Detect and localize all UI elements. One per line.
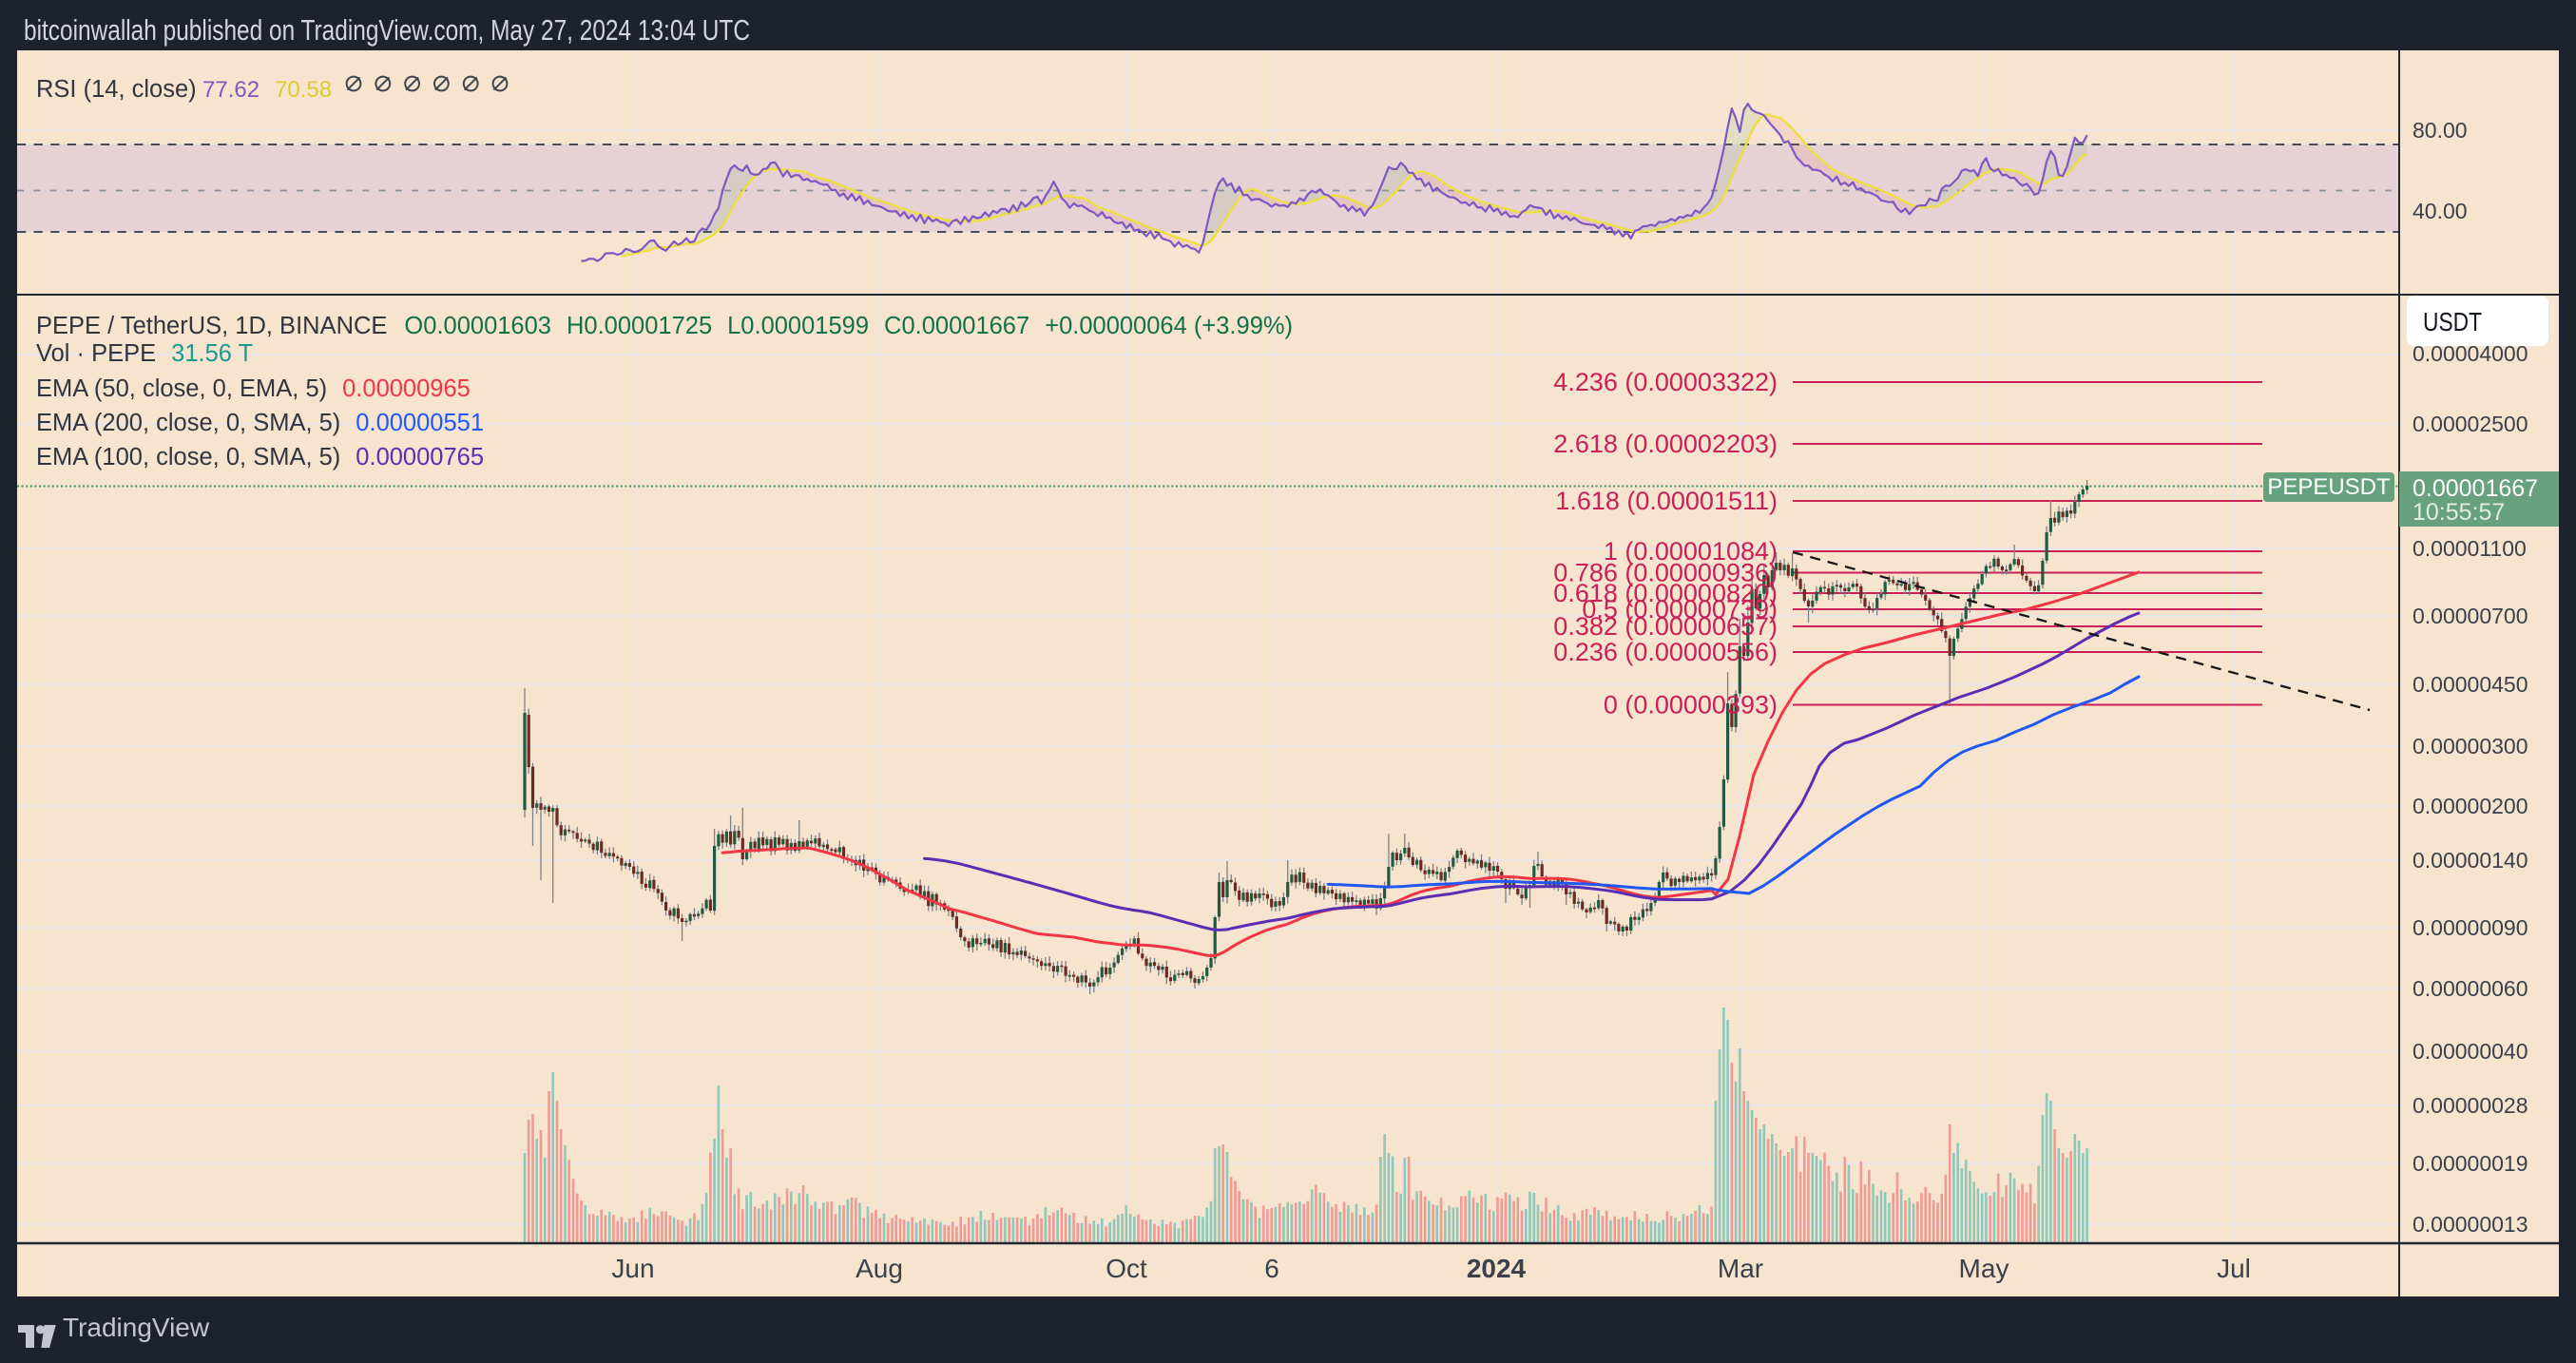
svg-text:PEPEUSDT: PEPEUSDT (2267, 474, 2391, 500)
svg-text:TradingView: TradingView (63, 1313, 210, 1342)
svg-text:USDT: USDT (2423, 307, 2482, 336)
svg-text:77.62: 77.62 (202, 77, 260, 103)
svg-text:0.00000450: 0.00000450 (2413, 672, 2528, 697)
svg-text:Jun: Jun (611, 1254, 654, 1283)
svg-text:Aug: Aug (855, 1254, 903, 1283)
svg-text:0.00000028: 0.00000028 (2413, 1093, 2528, 1118)
svg-text:0.00000040: 0.00000040 (2413, 1039, 2528, 1064)
svg-text:bitcoinwallah published on Tra: bitcoinwallah published on TradingView.c… (24, 13, 750, 47)
svg-text:0.00000140: 0.00000140 (2413, 848, 2528, 873)
svg-text:Oct: Oct (1105, 1254, 1147, 1283)
svg-text:May: May (1959, 1254, 2009, 1283)
svg-text:40.00: 40.00 (2413, 199, 2468, 223)
svg-text:0.00000200: 0.00000200 (2413, 794, 2528, 818)
svg-text:1 (0.00001084): 1 (0.00001084) (1604, 537, 1778, 566)
svg-text:EMA (50, close, 0, EMA, 5)0.00: EMA (50, close, 0, EMA, 5) 0.00000965 (36, 375, 471, 402)
svg-text:2024: 2024 (1467, 1254, 1527, 1283)
svg-text:0.5 (0.00000739): 0.5 (0.00000739) (1582, 595, 1778, 624)
svg-text:Mar: Mar (1718, 1254, 1763, 1283)
svg-text:0 (0.00000393): 0 (0.00000393) (1604, 691, 1778, 720)
svg-text:0.00000300: 0.00000300 (2413, 734, 2528, 758)
svg-text:RSI (14, close): RSI (14, close) (36, 76, 197, 103)
svg-text:80.00: 80.00 (2413, 118, 2468, 143)
svg-text:0.00000700: 0.00000700 (2413, 604, 2528, 628)
svg-text:EMA (100, close, 0, SMA, 5)0.0: EMA (100, close, 0, SMA, 5) 0.00000765 (36, 444, 484, 470)
svg-text:0.00000060: 0.00000060 (2413, 976, 2528, 1001)
svg-text:0.00001100: 0.00001100 (2413, 536, 2527, 561)
svg-text:0.236 (0.00000556): 0.236 (0.00000556) (1553, 638, 1778, 666)
svg-text:0.382 (0.00000657): 0.382 (0.00000657) (1553, 612, 1778, 641)
svg-text:0.00001667: 0.00001667 (2413, 475, 2538, 502)
svg-text:70.58: 70.58 (275, 77, 332, 103)
svg-text:0.00000013: 0.00000013 (2413, 1212, 2528, 1237)
svg-text:6: 6 (1264, 1254, 1279, 1283)
svg-text:Jul: Jul (2217, 1254, 2251, 1283)
svg-text:0.00000090: 0.00000090 (2413, 915, 2528, 940)
svg-text:0.618 (0.00000820): 0.618 (0.00000820) (1553, 579, 1778, 607)
svg-text:0.00002500: 0.00002500 (2413, 412, 2528, 436)
svg-text:0.786 (0.00000936): 0.786 (0.00000936) (1553, 559, 1778, 587)
svg-text:0.00000019: 0.00000019 (2413, 1151, 2528, 1176)
svg-text:EMA (200, close, 0, SMA, 5)0.0: EMA (200, close, 0, SMA, 5) 0.00000551 (36, 410, 484, 436)
svg-text:10:55:57: 10:55:57 (2413, 499, 2505, 526)
svg-text:1.618 (0.00001511): 1.618 (0.00001511) (1555, 487, 1778, 515)
svg-text:2.618 (0.00002203): 2.618 (0.00002203) (1553, 430, 1778, 458)
svg-text:4.236 (0.00003322): 4.236 (0.00003322) (1553, 368, 1778, 396)
